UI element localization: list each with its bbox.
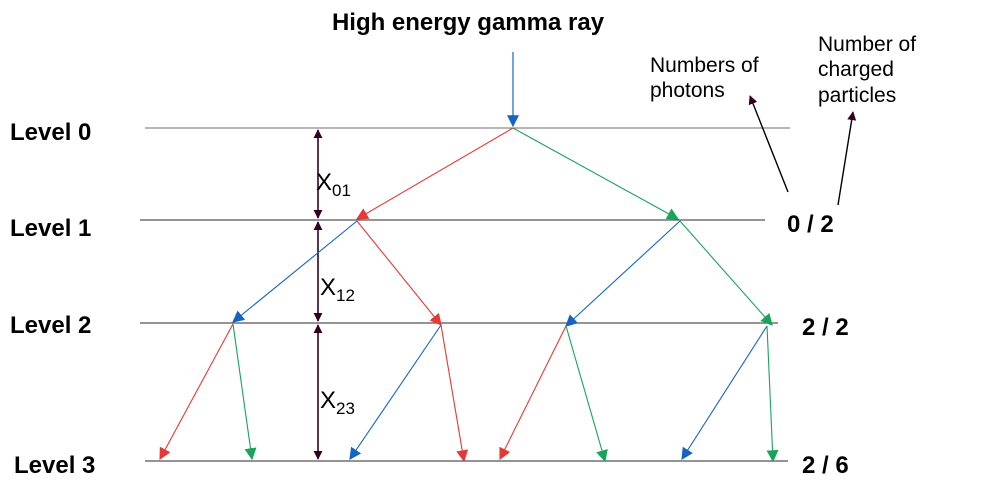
positron-arrow [565, 325, 608, 463]
level-1-label: Level 1 [10, 215, 91, 242]
level-3-label: Level 3 [14, 452, 95, 479]
positron-arrow [512, 127, 680, 220]
photon-arrow [232, 220, 358, 323]
photon-arrow [349, 324, 442, 460]
gap-label-12: X12 [320, 274, 355, 305]
positron-arrow [766, 325, 779, 463]
level-2-label: Level 2 [10, 312, 91, 339]
electron-arrow [499, 325, 567, 461]
photon-arrow [565, 220, 681, 327]
gap-label-23: X23 [320, 387, 355, 418]
diagram-title: High energy gamma ray [332, 9, 605, 36]
gap-label-01: X01 [316, 169, 351, 200]
photons-pointer-arrow [748, 95, 789, 193]
level-3-count: 2 / 6 [802, 452, 849, 479]
positron-arrow [232, 323, 257, 461]
photon-arrow [681, 325, 768, 461]
electron-arrow [440, 324, 469, 463]
level-2-count: 2 / 2 [802, 314, 849, 341]
charged-particles-note: Number of charged particles [818, 33, 922, 107]
level-1-count: 0 / 2 [787, 211, 834, 238]
positron-arrow [679, 220, 773, 326]
level-0-label: Level 0 [10, 119, 91, 146]
electron-arrow [159, 323, 234, 461]
electron-arrow [356, 220, 442, 326]
electron-arrow [355, 127, 514, 220]
photons-note: Numbers of photons [650, 54, 764, 102]
charged-pointer-arrow [837, 111, 857, 206]
